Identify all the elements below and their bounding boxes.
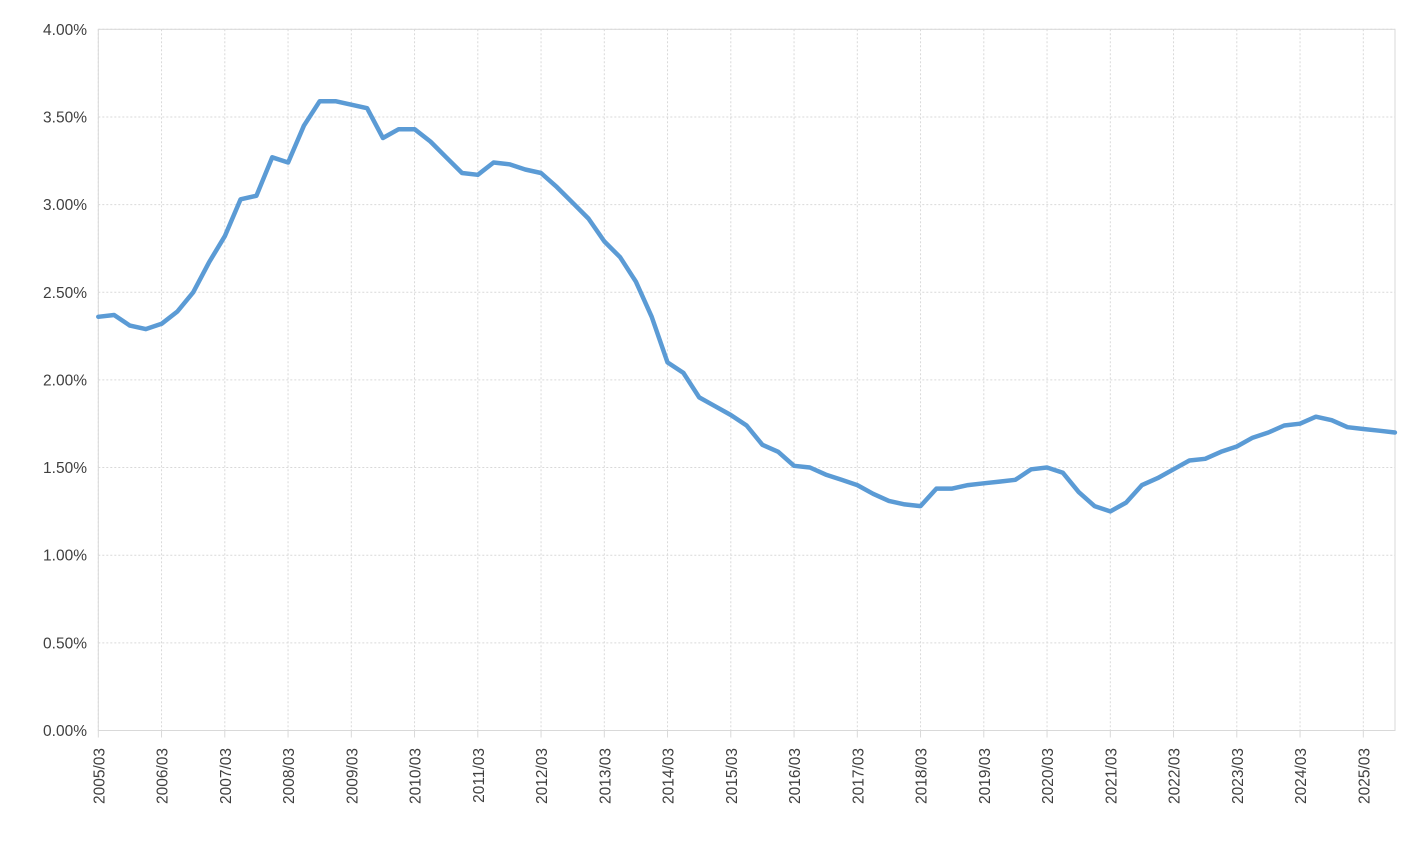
- axis-labels: 4.00% 3.50% 3.00% 2.50% 2.00% 1.50% 1.00% 0.50%…: [43, 22, 1373, 804]
- x-tick-label: 2024/03: [1293, 748, 1310, 804]
- y-tick-label: 3.00%: [43, 197, 87, 214]
- x-tick-label: 2007/03: [218, 748, 235, 804]
- y-tick-label: 2.00%: [43, 372, 87, 389]
- x-tick-label: 2022/03: [1167, 748, 1184, 804]
- x-tick-label: 2006/03: [155, 748, 172, 804]
- y-tick-label: 4.00%: [43, 22, 87, 39]
- x-tick-label: 2019/03: [977, 748, 994, 804]
- x-tick-label: 2015/03: [724, 748, 741, 804]
- y-tick-label: 2.50%: [43, 285, 87, 302]
- x-tick-label: 2008/03: [281, 748, 298, 804]
- y-tick-label: 0.50%: [43, 635, 87, 652]
- y-tick-label: 1.50%: [43, 460, 87, 477]
- x-tick-label: 2023/03: [1230, 748, 1247, 804]
- x-tick-label: 2013/03: [597, 748, 614, 804]
- x-tick-label: 2017/03: [850, 748, 867, 804]
- x-tick-label: 2009/03: [344, 748, 361, 804]
- y-tick-label: 0.00%: [43, 723, 87, 740]
- x-tick-label: 2025/03: [1356, 748, 1373, 804]
- x-tick-label: 2005/03: [91, 748, 108, 804]
- x-tick-label: 2011/03: [471, 748, 488, 803]
- x-tick-label: 2016/03: [787, 748, 804, 804]
- data-series-line: [96, 98, 1398, 514]
- plot-border: [97, 28, 1396, 732]
- y-tick-label: 3.50%: [43, 109, 87, 126]
- x-tick-label: 2020/03: [1040, 748, 1057, 804]
- x-tick-label: 2021/03: [1103, 748, 1120, 804]
- y-tick-label: 1.00%: [43, 548, 87, 565]
- gridlines: [97, 28, 1395, 738]
- x-tick-label: 2012/03: [534, 748, 551, 804]
- x-tick-label: 2014/03: [661, 748, 678, 804]
- x-tick-label: 2018/03: [914, 748, 931, 804]
- x-tick-label: 2010/03: [408, 748, 425, 804]
